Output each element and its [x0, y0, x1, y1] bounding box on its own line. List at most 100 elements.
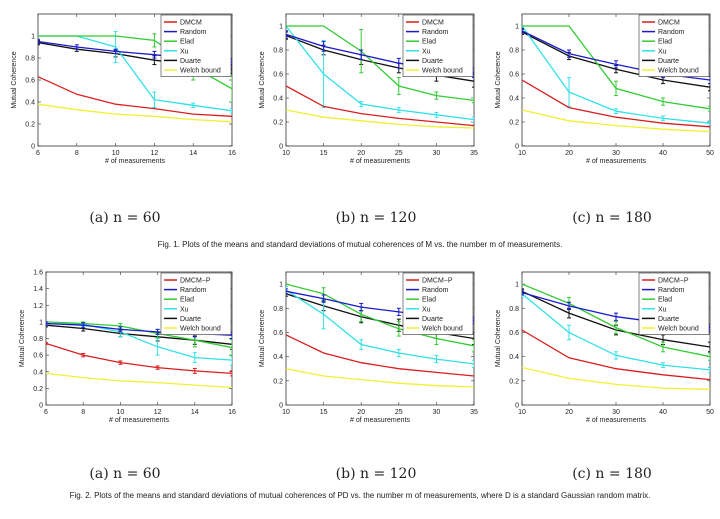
subfigure-caption: (b) n = 120: [336, 210, 417, 226]
x-tick-label: 40: [659, 150, 667, 157]
x-axis-label: # of measurements: [350, 158, 410, 165]
legend-box: [402, 272, 474, 335]
y-tick-label: 0.4: [509, 96, 519, 103]
series-line-xu: [286, 289, 474, 365]
x-tick-label: 16: [228, 150, 236, 157]
y-tick-label: 0: [279, 403, 283, 410]
legend-label: Random: [180, 29, 207, 36]
y-tick-label: 0.8: [509, 306, 519, 313]
y-tick-label: 0: [515, 144, 519, 151]
legend-label: Elad: [658, 39, 672, 46]
series-group: [286, 25, 474, 129]
y-tick-label: 0.4: [509, 354, 519, 361]
y-axis-label: Mutual Coherence: [19, 310, 26, 367]
x-tick-label: 35: [470, 409, 478, 416]
legend-label: DMCM−P: [422, 278, 453, 285]
y-tick-label: 1: [39, 319, 43, 326]
series-line-dmcm-p: [522, 329, 710, 381]
series-line-dmcm: [38, 76, 232, 117]
x-tick-label: 30: [433, 150, 441, 157]
y-tick-label: 0.6: [33, 353, 43, 360]
legend-box: [638, 14, 710, 77]
y-tick-label: 0.6: [509, 330, 519, 337]
x-tick-label: 35: [470, 150, 478, 157]
legend-label: Welch bound: [180, 68, 221, 75]
y-tick-label: 1.4: [33, 286, 43, 293]
x-tick-label: 16: [228, 409, 236, 416]
series-line-xu: [46, 322, 232, 361]
chart-panel-3: 10 20 30 40 50 0 0.2 0.4 0.6 0.8 1 # of measurement…: [495, 13, 714, 226]
legend-box: [160, 14, 232, 77]
chart-panel-4: 6 8 10 12 14 16 0 0.2 0.4 0.6 0.8 1 1.2 1.4 1.6 # of me…: [19, 270, 236, 483]
subfigure-caption: (a) n = 60: [89, 466, 160, 482]
legend-label: Elad: [180, 39, 194, 46]
subfigure-caption: (a) n = 60: [89, 210, 160, 226]
x-tick-label: 12: [154, 409, 162, 416]
x-tick-label: 40: [659, 409, 667, 416]
x-tick-label: 25: [395, 150, 403, 157]
series-line-welch-bound: [522, 109, 710, 133]
y-tick-label: 0.8: [25, 56, 35, 63]
x-tick-label: 10: [112, 150, 120, 157]
legend-label: Xu: [422, 48, 431, 55]
y-tick-label: 0: [279, 144, 283, 151]
y-tick-label: 0.6: [509, 72, 519, 79]
series-line-welch-bound: [286, 368, 474, 388]
legend-label: Xu: [180, 306, 189, 313]
y-tick-label: 0.2: [33, 386, 43, 393]
chart-panel-5: 10 15 20 25 30 35 0 0.2 0.4 0.6 0.8 1 # of measureme…: [259, 271, 478, 482]
legend-box: [638, 272, 710, 335]
series-line-elad: [286, 283, 474, 347]
legend-label: Welch bound: [180, 326, 221, 333]
x-axis-label: # of measurements: [109, 417, 169, 424]
y-tick-label: 0.6: [273, 330, 283, 337]
x-tick-label: 30: [612, 150, 620, 157]
legend-label: Duarte: [180, 58, 201, 65]
y-tick-label: 1.2: [33, 303, 43, 310]
y-tick-label: 1: [31, 34, 35, 41]
y-axis-label: Mutual Coherence: [11, 51, 18, 108]
legend-label: Xu: [658, 48, 667, 55]
y-tick-label: 0.6: [273, 72, 283, 79]
x-tick-label: 20: [357, 150, 365, 157]
y-tick-label: 0: [515, 403, 519, 410]
x-tick-label: 25: [395, 409, 403, 416]
x-tick-label: 20: [565, 409, 573, 416]
x-tick-label: 20: [357, 409, 365, 416]
y-tick-label: 0: [31, 144, 35, 151]
legend-label: Elad: [180, 297, 194, 304]
x-tick-label: 6: [36, 150, 40, 157]
chart-panel-6: 10 20 30 40 50 0 0.2 0.4 0.6 0.8 1 # of measurement…: [495, 271, 714, 482]
y-tick-label: 1.6: [33, 270, 43, 277]
x-axis-label: # of measurements: [105, 158, 165, 165]
y-tick-label: 1: [515, 282, 519, 289]
x-tick-label: 10: [518, 409, 526, 416]
y-tick-label: 1: [279, 24, 283, 31]
series-line-welch-bound: [522, 366, 710, 390]
y-axis-label: Mutual Coherence: [259, 310, 266, 367]
x-tick-label: 14: [191, 409, 199, 416]
y-tick-label: 0.2: [509, 378, 519, 385]
series-line-xu: [286, 25, 474, 121]
y-tick-label: 0: [39, 403, 43, 410]
legend-label: Welch bound: [422, 326, 463, 333]
legend-label: Elad: [658, 297, 672, 304]
series-line-dmcm: [522, 79, 710, 128]
legend-label: Duarte: [180, 316, 201, 323]
x-axis-label: # of measurements: [586, 158, 646, 165]
series-line-dmcm-p: [286, 334, 474, 377]
series-line-welch-bound: [46, 372, 232, 389]
y-tick-label: 0.2: [273, 120, 283, 127]
legend-box: [402, 14, 474, 77]
legend-label: DMCM: [658, 20, 680, 27]
legend-label: Xu: [180, 48, 189, 55]
series-line-elad: [46, 321, 232, 349]
legend-label: Random: [422, 287, 449, 294]
legend-label: Duarte: [658, 316, 679, 323]
y-axis-label: Mutual Coherence: [259, 51, 266, 108]
x-tick-label: 15: [320, 150, 328, 157]
y-tick-label: 0.6: [25, 78, 35, 85]
x-tick-label: 30: [433, 409, 441, 416]
y-tick-label: 1: [515, 24, 519, 31]
legend-label: Random: [422, 29, 449, 36]
